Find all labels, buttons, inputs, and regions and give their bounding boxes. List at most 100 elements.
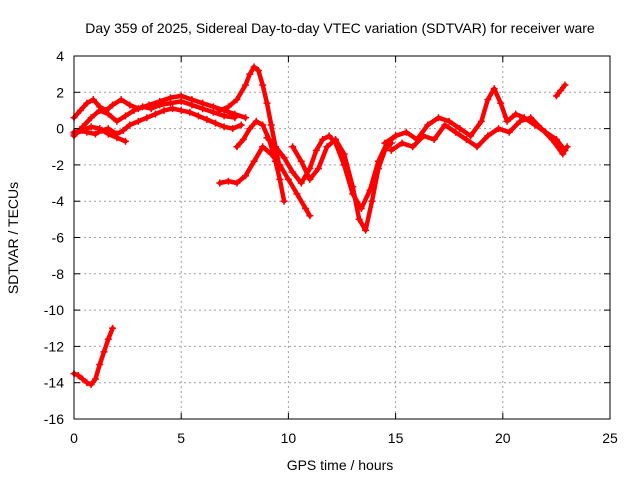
data-point	[289, 168, 297, 176]
grid	[74, 56, 610, 419]
data-point	[430, 135, 438, 143]
data-point	[130, 106, 138, 114]
data-point	[147, 105, 155, 113]
data-point	[537, 125, 545, 133]
data-point	[552, 92, 560, 100]
data-point	[74, 371, 82, 379]
data-point	[263, 99, 271, 107]
y-tick-label: -12	[44, 338, 64, 354]
data-point	[557, 86, 565, 94]
data-point	[250, 157, 258, 165]
chart-title: Day 359 of 2025, Sidereal Day-to-day VTE…	[85, 20, 595, 36]
data-point	[368, 197, 376, 205]
data-point	[121, 137, 129, 145]
data-point	[209, 108, 217, 116]
data-point	[104, 130, 112, 138]
data-point	[561, 81, 569, 89]
data-point	[392, 132, 400, 140]
y-tick-label: -4	[52, 193, 65, 209]
data-point	[96, 361, 104, 369]
data-point	[280, 154, 288, 162]
data-point	[267, 121, 275, 129]
data-point	[293, 190, 301, 198]
data-point	[246, 125, 254, 133]
data-point	[259, 81, 267, 89]
data-point	[349, 183, 357, 191]
data-point	[419, 132, 427, 140]
data-point	[231, 114, 239, 122]
data-point	[242, 114, 250, 122]
data-point	[505, 128, 513, 136]
data-point	[113, 134, 121, 142]
data-point	[259, 121, 267, 129]
data-point	[96, 106, 104, 114]
series-satellite-arc-11	[382, 86, 568, 153]
data-point	[252, 117, 260, 125]
data-point	[91, 375, 99, 383]
data-point	[495, 125, 503, 133]
y-axis-label: SDTVAR / TECUs	[5, 182, 21, 294]
x-tick-label: 10	[281, 430, 297, 446]
series-satellite-arc-10	[290, 137, 394, 233]
data-point	[527, 114, 535, 122]
data-point	[91, 130, 99, 138]
data-point	[467, 132, 475, 140]
data-point	[272, 143, 280, 151]
data-point	[259, 143, 267, 151]
data-point	[143, 114, 151, 122]
data-point	[289, 143, 297, 151]
data-point	[160, 106, 168, 114]
data-point	[139, 103, 147, 111]
data-point	[151, 110, 159, 118]
data-point	[126, 121, 134, 129]
data-point	[79, 375, 87, 383]
y-tick-label: -16	[44, 411, 64, 427]
data-point	[332, 135, 340, 143]
data-point	[194, 112, 202, 120]
data-point	[381, 146, 389, 154]
data-point	[340, 150, 348, 158]
series-satellite-arc-6	[217, 64, 283, 171]
y-tick-label: 4	[56, 48, 64, 64]
data-point	[306, 212, 314, 220]
data-point	[381, 139, 389, 147]
data-point	[563, 143, 571, 151]
x-axis-label: GPS time / hours	[287, 457, 394, 473]
data-point	[516, 117, 524, 125]
x-tick-label: 20	[495, 430, 511, 446]
data-point	[169, 105, 177, 113]
data-point	[109, 324, 117, 332]
data-point	[212, 119, 220, 127]
data-point	[104, 335, 112, 343]
data-point	[216, 179, 224, 187]
data-point	[224, 103, 232, 111]
data-point	[188, 101, 196, 109]
data-point	[177, 106, 185, 114]
data-point	[362, 226, 370, 234]
series-satellite-arc-1	[71, 326, 115, 387]
data-point	[126, 101, 134, 109]
data-point	[284, 175, 292, 183]
data-point	[306, 165, 314, 173]
data-point	[246, 70, 254, 78]
data-point	[497, 99, 505, 107]
data-point	[199, 105, 207, 113]
data-point	[134, 117, 142, 125]
data-point	[87, 381, 95, 389]
data-point	[559, 150, 567, 158]
data-point	[402, 128, 410, 136]
y-tick-label: 0	[56, 121, 64, 137]
data-point	[434, 114, 442, 122]
x-tick-label: 25	[602, 430, 618, 446]
data-point	[177, 97, 185, 105]
data-point	[100, 348, 108, 356]
data-point	[314, 165, 322, 173]
data-point	[104, 110, 112, 118]
y-tick-label: -10	[44, 302, 64, 318]
data-point	[224, 177, 232, 185]
data-point	[548, 135, 556, 143]
y-tick-label: -2	[52, 157, 65, 173]
plot-area	[70, 63, 571, 389]
data-point	[156, 101, 164, 109]
